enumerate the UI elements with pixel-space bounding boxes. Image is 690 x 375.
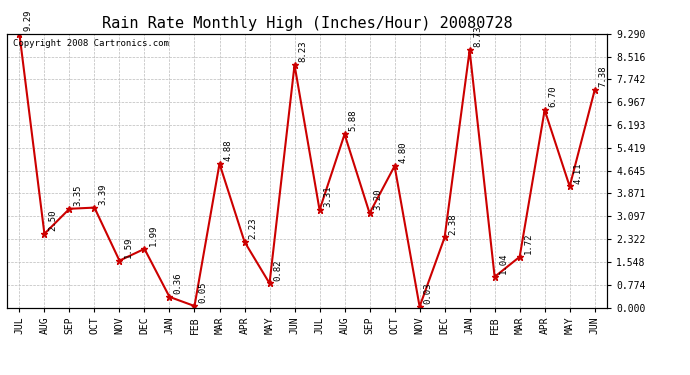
Text: 8.73: 8.73 <box>474 26 483 48</box>
Text: Copyright 2008 Cartronics.com: Copyright 2008 Cartronics.com <box>13 39 169 48</box>
Text: 4.11: 4.11 <box>574 162 583 184</box>
Text: 3.20: 3.20 <box>374 189 383 210</box>
Text: 5.88: 5.88 <box>348 110 357 132</box>
Text: 0.03: 0.03 <box>424 282 433 304</box>
Text: 6.70: 6.70 <box>549 86 558 107</box>
Text: 0.05: 0.05 <box>199 282 208 303</box>
Text: 2.38: 2.38 <box>448 213 457 235</box>
Text: 8.23: 8.23 <box>299 41 308 62</box>
Text: 1.04: 1.04 <box>499 253 508 274</box>
Text: 3.35: 3.35 <box>74 184 83 206</box>
Text: 4.88: 4.88 <box>224 140 233 161</box>
Text: 9.29: 9.29 <box>23 9 32 31</box>
Title: Rain Rate Monthly High (Inches/Hour) 20080728: Rain Rate Monthly High (Inches/Hour) 200… <box>101 16 513 31</box>
Text: 2.50: 2.50 <box>48 210 57 231</box>
Text: 1.59: 1.59 <box>124 236 132 258</box>
Text: 4.80: 4.80 <box>399 142 408 163</box>
Text: 3.31: 3.31 <box>324 186 333 207</box>
Text: 1.72: 1.72 <box>524 232 533 254</box>
Text: 1.99: 1.99 <box>148 225 157 246</box>
Text: 0.36: 0.36 <box>174 273 183 294</box>
Text: 7.38: 7.38 <box>599 66 608 87</box>
Text: 3.39: 3.39 <box>99 183 108 205</box>
Text: 0.82: 0.82 <box>274 259 283 280</box>
Text: 2.23: 2.23 <box>248 217 257 239</box>
